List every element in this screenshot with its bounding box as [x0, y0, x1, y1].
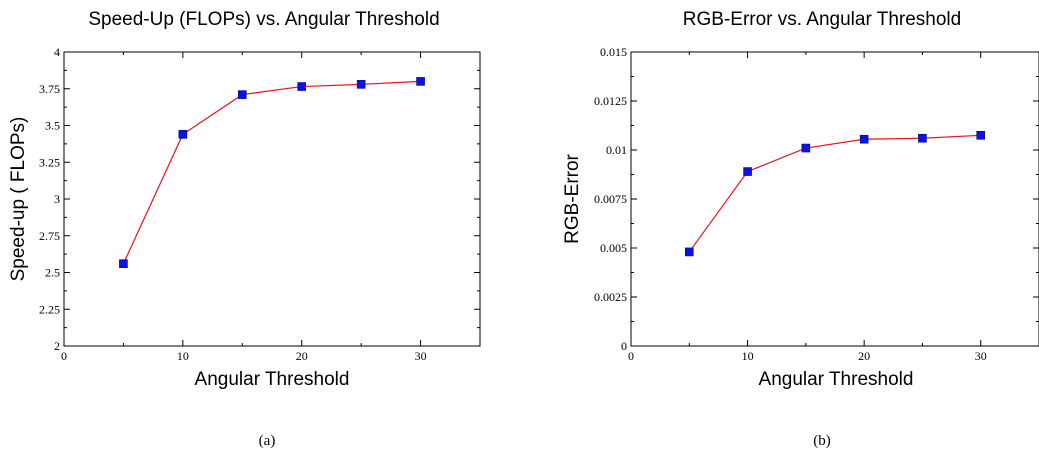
chart-a-x-tick-label: 20 [296, 349, 308, 363]
chart-a-y-tick-label: 2.5 [45, 266, 60, 280]
chart-b-y-tick-label: 0.0075 [594, 192, 627, 206]
chart-b-x-axis-label: Angular Threshold [759, 369, 914, 390]
chart-b-y-tick-label: 0.01 [606, 143, 627, 157]
chart-a-plot-frame [63, 51, 481, 347]
chart-a-data-point [416, 77, 425, 86]
chart-a-y-tick-label: 4 [54, 45, 60, 59]
chart-a-data-point [297, 82, 307, 91]
chart-a-x-axis: 0 10 20 30 [61, 52, 427, 363]
chart-a-data-point [119, 259, 128, 268]
chart-a-y-tick-label: 2.25 [39, 302, 60, 316]
chart-b-data-point [743, 167, 752, 176]
chart-b-y-axis: 0 0.0025 0.005 0.0075 0.01 0.0125 0.015 [594, 45, 1039, 353]
chart-b-data-point [976, 131, 986, 140]
chart-b-y-tick-label: 0 [621, 339, 627, 353]
chart-b-plot-frame [630, 51, 1039, 347]
chart-a-y-tick-label: 3.25 [39, 155, 60, 169]
chart-a-series [119, 77, 425, 268]
chart-a-y-tick-label: 3.75 [39, 82, 60, 96]
chart-b-series [684, 131, 986, 257]
chart-b-x-tick-label: 0 [628, 349, 634, 363]
chart-b-x-tick-label: 20 [858, 349, 870, 363]
chart-b-data-point [684, 247, 694, 257]
chart-a-y-tick-label: 2 [54, 339, 60, 353]
chart-b-y-tick-label: 0.0025 [594, 290, 627, 304]
chart-a-title: Speed-Up (FLOPs) vs. Angular Threshold [88, 9, 439, 30]
chart-a-data-point [237, 90, 247, 99]
chart-b-data-point [801, 143, 811, 153]
chart-a-x-axis-label: Angular Threshold [195, 369, 350, 390]
chart-b-x-axis: 0 10 20 30 [628, 52, 987, 363]
chart-a-data-point [356, 80, 366, 89]
chart-b-title: RGB-Error vs. Angular Threshold [683, 9, 961, 30]
chart-a-caption: (a) [259, 433, 276, 449]
chart-a-y-axis-label: Speed-up ( FLOPs) [8, 117, 29, 282]
chart-a-series-line [122, 80, 421, 264]
chart-a-x-tick-label: 0 [61, 349, 67, 363]
chart-b-series-line [688, 134, 981, 253]
chart-a-y-tick-label: 3 [54, 192, 60, 206]
chart-a-y-tick-label: 2.75 [39, 229, 60, 243]
chart-b-caption: (b) [813, 433, 831, 449]
chart-a-y-axis: 2 2.25 2.5 2.75 3 3.25 3.5 3.75 4 [39, 45, 480, 353]
chart-b-data-point [859, 134, 869, 144]
chart-b: RGB-Error vs. Angular Threshold 0 10 20 30 … [562, 9, 1039, 449]
chart-a-data-point [178, 130, 188, 139]
chart-b-y-tick-label: 0.005 [600, 241, 627, 255]
chart-a-y-tick-label: 3.5 [45, 119, 60, 133]
chart-b-y-axis-label: RGB-Error [562, 153, 583, 243]
chart-a-x-tick-label: 30 [415, 349, 427, 363]
chart-b-x-tick-label: 10 [742, 349, 754, 363]
chart-b-x-tick-label: 30 [975, 349, 987, 363]
chart-a: Speed-Up (FLOPs) vs. Angular Threshold 0… [8, 9, 481, 449]
chart-b-data-point [918, 133, 927, 143]
chart-a-x-tick-label: 10 [177, 349, 189, 363]
chart-b-y-tick-label: 0.0125 [594, 94, 627, 108]
chart-b-y-tick-label: 0.015 [600, 45, 627, 59]
